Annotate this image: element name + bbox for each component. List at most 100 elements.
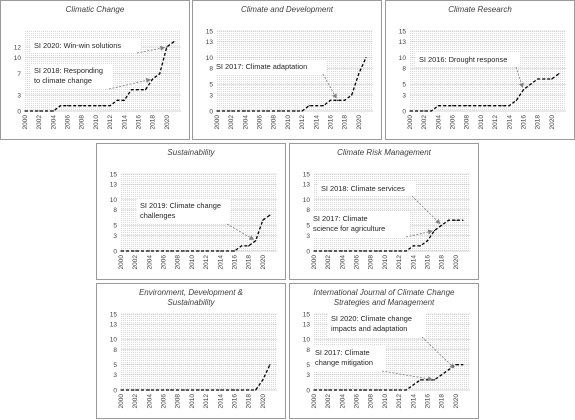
data-point bbox=[433, 379, 436, 381]
x-tick-label: 2016 bbox=[135, 115, 142, 130]
annotation-text: SI 2020: Climate change bbox=[331, 314, 412, 323]
x-tick-label: 2018 bbox=[439, 255, 446, 270]
chart-title: Climate and Development bbox=[193, 5, 381, 15]
y-tick-label: 5 bbox=[113, 223, 117, 230]
y-tick-label: 13 bbox=[110, 321, 118, 328]
data-point bbox=[127, 389, 129, 391]
y-tick-label: 12 bbox=[14, 44, 22, 51]
chart-canvas: 0 3 5 8 10 13 15 2000 2002 2004 2006 2008 2010 2012 20… bbox=[110, 311, 277, 409]
x-tick-label: 2002 bbox=[325, 394, 332, 409]
data-point bbox=[266, 110, 268, 112]
arrowhead-icon bbox=[435, 218, 441, 224]
y-tick-label: 5 bbox=[306, 362, 310, 369]
data-point bbox=[412, 384, 414, 386]
y-tick-label: 13 bbox=[399, 39, 407, 46]
data-point bbox=[248, 389, 250, 391]
data-point bbox=[141, 389, 143, 391]
data-point bbox=[237, 110, 239, 112]
data-point bbox=[166, 46, 168, 48]
data-point bbox=[162, 389, 165, 391]
x-tick-label: 2018 bbox=[246, 394, 253, 409]
data-point bbox=[233, 250, 236, 252]
data-point bbox=[437, 105, 439, 107]
x-tick-label: 2002 bbox=[421, 115, 428, 130]
data-point bbox=[423, 110, 425, 112]
data-point bbox=[370, 250, 372, 252]
annotation-text: SI 2020: Win-win solutions bbox=[34, 41, 121, 50]
chart-panel-climatic-change: Climatic Change 0 3 7 10 12 2000 2002 2004 2006 2… bbox=[0, 0, 190, 140]
y-tick-label: 10 bbox=[303, 337, 311, 344]
x-tick-label: 2004 bbox=[339, 255, 346, 270]
y-tick-label: 8 bbox=[306, 207, 310, 214]
chart-panel-climate-research: Climate Research 0 3 5 8 10 13 15 2000 2002 2004 2… bbox=[385, 0, 575, 140]
y-tick-label: 15 bbox=[399, 28, 407, 35]
y-tick-label: 3 bbox=[306, 233, 310, 240]
data-point bbox=[184, 389, 186, 391]
series-line bbox=[121, 214, 271, 252]
annotation-arrow bbox=[108, 79, 151, 90]
chart-panel-climate-risk-management: Climate Risk Management 0 3 5 8 10 13 15 2000 20… bbox=[289, 143, 479, 280]
annotation-text: SI 2018: Responding bbox=[34, 66, 103, 75]
x-tick-label: 2012 bbox=[107, 115, 114, 130]
data-point bbox=[127, 250, 129, 252]
data-point bbox=[348, 389, 351, 391]
data-point bbox=[344, 99, 346, 101]
annotation: SI 2016: Drought response bbox=[416, 53, 524, 88]
arrowhead-icon bbox=[159, 45, 165, 51]
plot-area bbox=[121, 314, 277, 390]
annotation-text: SI 2017: Climate adaptation bbox=[216, 62, 307, 71]
data-point bbox=[501, 105, 503, 107]
data-point bbox=[322, 105, 324, 107]
x-tick-label: 2000 bbox=[311, 394, 318, 409]
data-point bbox=[244, 110, 246, 112]
annotation-arrow bbox=[226, 223, 255, 241]
y-tick-label: 10 bbox=[303, 197, 311, 204]
y-tick-label: 0 bbox=[113, 248, 117, 255]
data-point bbox=[301, 110, 303, 112]
data-point bbox=[336, 99, 339, 101]
x-tick-label: 2020 bbox=[260, 394, 267, 409]
data-point bbox=[355, 250, 358, 252]
y-tick-label: 3 bbox=[113, 233, 117, 240]
y-tick-label: 8 bbox=[113, 347, 117, 354]
x-tick-label: 2000 bbox=[407, 115, 414, 130]
x-tick-label: 2006 bbox=[65, 115, 72, 130]
y-tick-label: 5 bbox=[306, 223, 310, 230]
data-point bbox=[173, 41, 175, 43]
annotation-text: SI 2017: Climate bbox=[315, 348, 370, 357]
data-point bbox=[38, 110, 40, 112]
data-point bbox=[391, 389, 393, 391]
y-tick-label: 8 bbox=[306, 347, 310, 354]
chart-canvas: 0 3 5 8 10 13 15 2000 2002 2004 2006 2008 2010 2012 20… bbox=[303, 311, 470, 409]
data-point bbox=[441, 224, 443, 226]
data-point bbox=[81, 105, 83, 107]
x-tick-label: 2012 bbox=[396, 394, 403, 409]
data-point bbox=[258, 110, 261, 112]
annotation-text: SI 2017: Climate bbox=[313, 214, 368, 223]
data-point bbox=[95, 105, 97, 107]
x-tick-label: 2004 bbox=[50, 115, 57, 130]
annotation-text: science for agriculture bbox=[313, 224, 385, 233]
data-point bbox=[444, 105, 447, 107]
data-point bbox=[262, 379, 264, 381]
x-tick-label: 2010 bbox=[382, 255, 389, 270]
data-point bbox=[240, 245, 243, 247]
data-point bbox=[137, 89, 140, 91]
data-point bbox=[155, 250, 158, 252]
y-tick-label: 0 bbox=[17, 108, 21, 115]
chart-title-line: Environment, Development & bbox=[138, 288, 244, 297]
data-point bbox=[377, 250, 379, 252]
chart-title: Climatic Change bbox=[1, 5, 189, 15]
x-tick-label: 2016 bbox=[424, 394, 431, 409]
chart-title-line: International Journal of Climate Change bbox=[313, 288, 455, 297]
series-line bbox=[25, 41, 175, 112]
x-tick-label: 2014 bbox=[410, 255, 417, 270]
y-tick-label: 13 bbox=[303, 182, 311, 189]
chart-canvas: 0 3 7 10 12 2000 2002 2004 2006 2008 2010 2012 2014 2… bbox=[14, 31, 181, 130]
annotation-text: to climate change bbox=[34, 76, 92, 85]
x-tick-label: 2014 bbox=[217, 255, 224, 270]
data-point bbox=[159, 73, 161, 75]
